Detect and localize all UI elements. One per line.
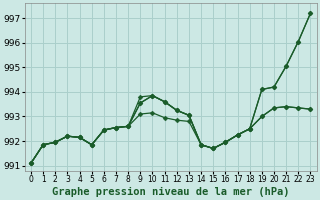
X-axis label: Graphe pression niveau de la mer (hPa): Graphe pression niveau de la mer (hPa) (52, 186, 290, 197)
